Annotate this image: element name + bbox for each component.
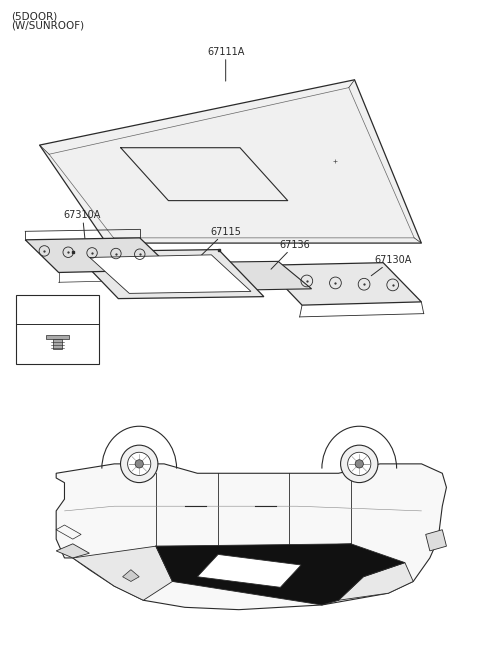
Circle shape [355,460,363,468]
Polygon shape [73,546,172,600]
Polygon shape [156,544,405,605]
Polygon shape [53,339,61,349]
Circle shape [348,452,371,476]
Polygon shape [264,262,421,305]
Circle shape [128,452,151,476]
Polygon shape [39,80,421,243]
Polygon shape [197,554,301,587]
Text: 67115: 67115 [197,226,241,259]
Text: 67136: 67136 [271,239,310,269]
Text: 1129EA: 1129EA [38,304,77,314]
Text: 67130A: 67130A [371,255,411,276]
Circle shape [341,445,378,483]
Polygon shape [56,544,89,558]
Circle shape [120,445,158,483]
Circle shape [135,460,144,468]
Text: (5DOOR): (5DOOR) [11,11,57,21]
Polygon shape [426,529,446,551]
Polygon shape [168,261,312,291]
Text: 67111A: 67111A [207,47,244,81]
Polygon shape [25,238,173,272]
Polygon shape [73,250,264,298]
Polygon shape [56,464,446,609]
Polygon shape [46,335,69,339]
Polygon shape [122,569,139,581]
Bar [16,295,99,364]
Polygon shape [338,563,413,600]
Polygon shape [90,255,251,293]
Text: 67310A: 67310A [64,210,101,239]
Text: (W/SUNROOF): (W/SUNROOF) [11,21,84,31]
